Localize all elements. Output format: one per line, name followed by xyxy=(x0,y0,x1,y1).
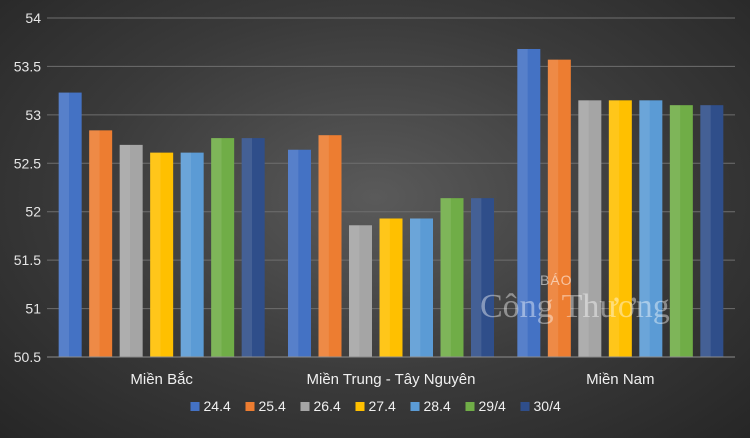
bar-highlight xyxy=(608,100,620,357)
legend-item: 24.4 xyxy=(190,398,231,414)
bar xyxy=(379,218,403,357)
bar xyxy=(349,225,372,357)
y-tick-label: 51 xyxy=(25,301,41,317)
legend-label: 30/4 xyxy=(534,398,561,414)
bar-highlight xyxy=(349,225,360,357)
legend: 24.4 25.4 26.4 27.4 28.4 29/4 30/4 xyxy=(190,398,561,414)
bar-highlight xyxy=(150,152,161,357)
legend-item: 30/4 xyxy=(520,398,561,414)
bar xyxy=(410,218,433,357)
bar-highlight xyxy=(58,92,70,357)
legend-item: 28.4 xyxy=(410,398,451,414)
y-tick-label: 50.5 xyxy=(14,349,41,365)
bar-highlight xyxy=(211,138,222,357)
legend-swatch xyxy=(520,402,530,411)
legend-item: 26.4 xyxy=(300,398,341,414)
category-label: Miền Trung - Tây Nguyên xyxy=(307,371,476,388)
bar xyxy=(700,105,724,358)
bar-highlight xyxy=(89,130,100,357)
bar-highlight xyxy=(639,100,650,357)
category-label: Miền Nam xyxy=(586,371,654,388)
bar-highlight xyxy=(288,149,299,357)
category-labels: Miền Bắc Miền Trung - Tây Nguyên Miền Nam xyxy=(130,371,654,388)
bar-highlight xyxy=(410,218,421,357)
legend-label: 24.4 xyxy=(204,398,231,414)
bar xyxy=(211,138,235,357)
bar xyxy=(578,100,602,357)
bar-highlight xyxy=(669,105,681,358)
legend-item: 27.4 xyxy=(355,398,396,414)
bar xyxy=(471,198,494,357)
legend-swatch xyxy=(355,402,365,411)
bar xyxy=(547,59,571,358)
y-tick-label: 53.5 xyxy=(14,58,41,74)
legend-swatch xyxy=(410,402,420,411)
legend-item: 25.4 xyxy=(245,398,286,414)
bar-highlight xyxy=(440,198,451,357)
bar xyxy=(440,198,464,357)
bar xyxy=(318,135,342,357)
legend-swatch xyxy=(300,402,310,411)
bar xyxy=(150,152,174,357)
legend-label: 29/4 xyxy=(479,398,506,414)
legend-swatch xyxy=(465,402,475,411)
y-tick-label: 52.5 xyxy=(14,155,41,171)
bar-highlight xyxy=(241,138,253,357)
legend-label: 25.4 xyxy=(259,398,286,414)
legend-label: 28.4 xyxy=(424,398,451,414)
legend-swatch xyxy=(190,402,200,411)
bar-highlight xyxy=(547,59,559,358)
y-tick-label: 52 xyxy=(25,204,41,220)
bar xyxy=(608,100,632,357)
bar xyxy=(119,144,143,357)
bar-highlight xyxy=(578,100,589,357)
bar-highlight xyxy=(119,144,131,357)
bar-highlight xyxy=(318,135,329,357)
bars xyxy=(58,48,724,358)
bar xyxy=(517,48,541,357)
bar-highlight xyxy=(700,105,711,358)
bar xyxy=(241,138,265,357)
y-axis-ticks: 50.5 51 51.5 52 52.5 53 53.5 54 xyxy=(14,10,41,365)
legend-label: 27.4 xyxy=(369,398,396,414)
bar xyxy=(58,92,82,357)
legend-label: 26.4 xyxy=(314,398,341,414)
category-label: Miền Bắc xyxy=(130,371,193,388)
y-tick-label: 51.5 xyxy=(14,252,41,268)
bar-highlight xyxy=(180,152,192,357)
bar-highlight xyxy=(517,48,528,357)
legend-item: 29/4 xyxy=(465,398,506,414)
bar xyxy=(639,100,663,357)
y-tick-label: 53 xyxy=(25,107,41,123)
bar xyxy=(180,152,204,357)
bar xyxy=(288,149,311,357)
legend-swatch xyxy=(245,402,255,411)
bar xyxy=(669,105,693,358)
y-tick-label: 54 xyxy=(25,10,41,26)
bar-highlight xyxy=(471,198,482,357)
bar-highlight xyxy=(379,218,390,357)
bar xyxy=(89,130,113,357)
